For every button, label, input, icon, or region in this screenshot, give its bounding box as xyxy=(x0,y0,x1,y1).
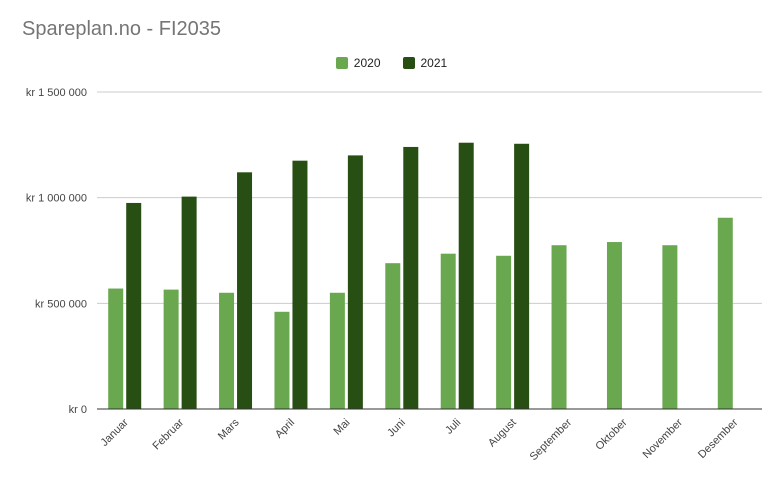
bar-2021 xyxy=(458,142,474,409)
bar-2020 xyxy=(717,217,733,409)
legend-label-2020: 2020 xyxy=(353,56,381,70)
x-tick-label: November xyxy=(641,416,686,461)
x-tick-label: Mai xyxy=(331,417,352,438)
legend-item-2021: 2021 xyxy=(402,56,448,70)
y-tick-label: kr 500 000 xyxy=(35,298,87,310)
bar-2020 xyxy=(551,245,567,409)
legend-swatch-2020 xyxy=(335,57,348,69)
x-tick-label: Oktober xyxy=(593,416,629,452)
bar-2020 xyxy=(385,263,401,409)
x-tick-label: Februar xyxy=(151,416,187,452)
bar-2020 xyxy=(440,253,456,409)
bar-2021 xyxy=(292,160,308,409)
bar-2020 xyxy=(606,242,622,409)
x-tick-label: August xyxy=(486,417,519,450)
x-tick-label: Mars xyxy=(216,416,242,442)
x-tick-label: Juni xyxy=(385,417,408,440)
bar-2021 xyxy=(403,146,419,410)
bar-2021 xyxy=(347,155,363,409)
bar-2020 xyxy=(163,289,179,409)
bar-2020 xyxy=(662,245,678,409)
bar-2020 xyxy=(329,292,345,409)
bar-2020 xyxy=(219,292,235,409)
x-tick-label: September xyxy=(528,416,575,463)
y-tick-label: kr 0 xyxy=(69,404,87,416)
x-tick-label: April xyxy=(273,417,297,441)
bar-2021 xyxy=(181,196,197,409)
bar-2020 xyxy=(108,288,124,409)
x-tick-label: Januar xyxy=(99,416,132,449)
bar-2021 xyxy=(126,202,142,409)
legend-swatch-2021 xyxy=(402,57,415,69)
chart-title: Spareplan.no - FI2035 xyxy=(22,18,222,40)
bar-2020 xyxy=(274,311,290,409)
bar-2020 xyxy=(496,255,512,409)
y-tick-label: kr 1 000 000 xyxy=(26,193,87,205)
legend-item-2020: 2020 xyxy=(335,56,381,70)
chart-legend: 2020 2021 xyxy=(0,56,783,70)
legend-label-2021: 2021 xyxy=(420,56,448,70)
y-tick-label: kr 1 500 000 xyxy=(26,87,87,99)
bar-2021 xyxy=(237,172,253,409)
bar-2021 xyxy=(514,143,530,409)
x-tick-label: Desember xyxy=(696,416,741,461)
x-tick-label: Juli xyxy=(443,417,463,437)
